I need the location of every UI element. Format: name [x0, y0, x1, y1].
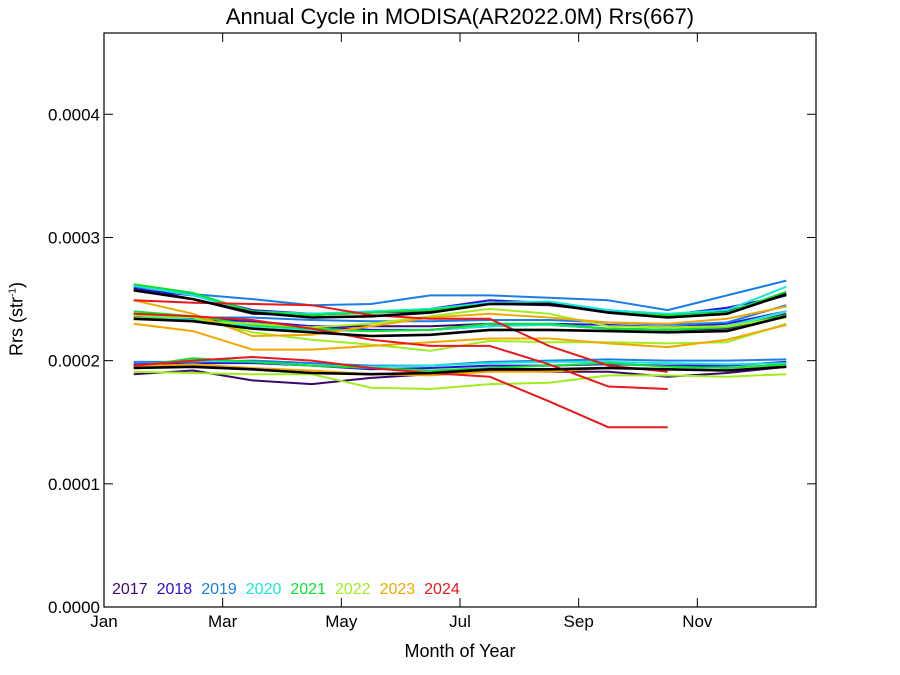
series-line-2019-1 [133, 279, 787, 312]
legend-entry-2021: 2021 [290, 581, 326, 598]
series-line-2023-1 [133, 299, 787, 337]
series-line-2024-2 [133, 312, 668, 390]
legend-entry-2024: 2024 [424, 581, 460, 598]
chart-title: Annual Cycle in MODISA(AR2022.0M) Rrs(66… [225, 4, 695, 29]
y-tick-label: 0.0000 [48, 598, 100, 617]
legend-entry-2017: 2017 [112, 581, 148, 598]
y-axis-label-close: ) [6, 282, 27, 289]
y-tick-label: 0.0002 [48, 352, 100, 371]
x-tick-label: Jul [449, 612, 471, 631]
series-line-2018-1 [133, 288, 787, 317]
series-line-2018-3 [133, 360, 787, 371]
series-lines [133, 279, 787, 429]
y-axis-label-exponent: -1 [7, 288, 19, 297]
x-tick-label: Nov [682, 612, 713, 631]
x-tick-label: Jan [90, 612, 117, 631]
x-tick-label: Sep [564, 612, 594, 631]
axis-ticks: 0.0000 0.0001 0.0002 0.0003 0.0004 Jan Mar May J… [48, 33, 816, 631]
series-line-2022-3 [133, 370, 787, 390]
y-tick-label: 0.0004 [48, 105, 100, 124]
y-axis-label: Rrs (str-1) [7, 282, 28, 356]
series-line-mean-2 [133, 315, 787, 338]
series-line-mean-3 [133, 365, 787, 376]
series-line-2019-2 [133, 304, 787, 326]
series-line-2024-1 [133, 299, 668, 373]
series-line-2022-2 [133, 307, 787, 329]
legend-entry-2019: 2019 [201, 581, 237, 598]
series-line-2023-2 [133, 322, 787, 351]
legend: 2017 2018 2019 2020 2021 2022 2023 2024 [112, 581, 469, 599]
x-axis-label: Month of Year [404, 641, 516, 661]
x-tick-label: May [325, 612, 358, 631]
legend-entry-2022: 2022 [334, 581, 371, 598]
y-tick-label: 0.0001 [48, 475, 100, 494]
legend-entry-2018: 2018 [156, 581, 193, 598]
legend-entry-2020: 2020 [245, 581, 282, 598]
y-axis-label-main: Rrs (str [6, 296, 27, 356]
series-line-mean-1 [133, 289, 787, 319]
x-tick-label: Mar [208, 612, 238, 631]
series-line-2021-1 [133, 283, 787, 317]
legend-entry-2023: 2023 [379, 581, 416, 598]
series-line-2024-3 [133, 356, 668, 429]
y-tick-label: 0.0003 [48, 228, 100, 247]
series-line-2021-3 [133, 357, 787, 372]
